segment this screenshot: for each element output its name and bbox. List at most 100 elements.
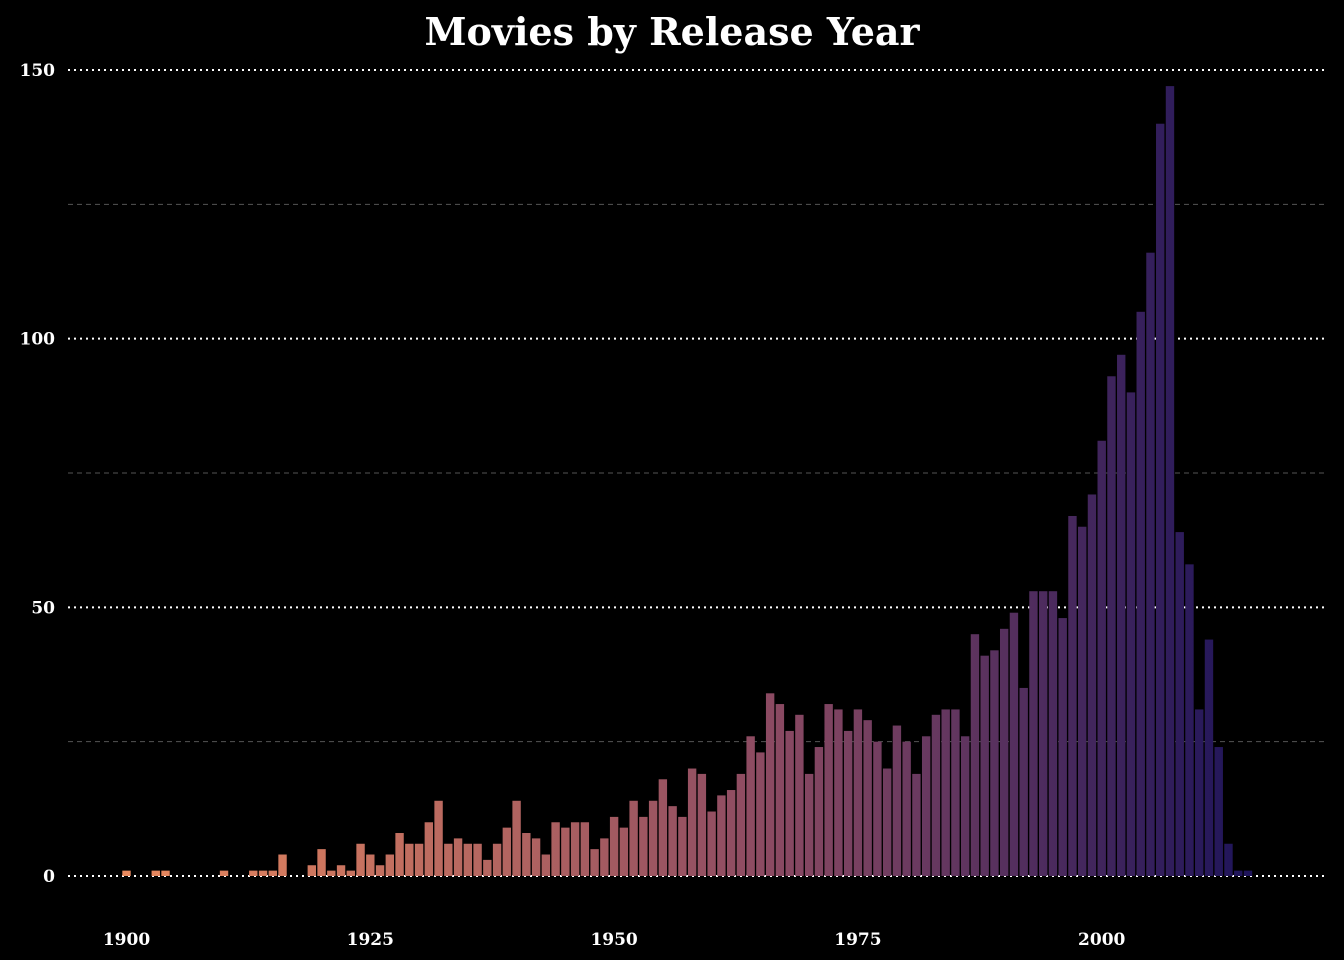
bar-1971	[814, 747, 824, 876]
bar-1937	[483, 859, 492, 876]
bar-1923	[346, 870, 355, 876]
bars	[122, 86, 1253, 877]
bar-1952	[629, 800, 638, 876]
bar-1950	[609, 816, 619, 876]
bar-1960	[707, 811, 716, 876]
bar-1970	[804, 773, 814, 876]
bar-1924	[356, 843, 365, 876]
bar-1983	[931, 714, 941, 876]
y-tick-label: 50	[31, 598, 55, 618]
bar-1954	[648, 800, 658, 876]
bar-2009	[1185, 564, 1194, 876]
bar-2003	[1126, 392, 1136, 876]
bar-1963	[736, 773, 746, 876]
bar-1913	[249, 870, 258, 876]
bar-2010	[1195, 709, 1204, 876]
bar-1994	[1039, 591, 1048, 876]
y-tick-label: 150	[20, 61, 56, 81]
bar-1995	[1048, 591, 1058, 876]
bar-1987	[970, 634, 980, 876]
bar-1927	[385, 854, 395, 876]
bar-1928	[395, 833, 404, 876]
bar-1919	[307, 865, 316, 876]
bar-1910	[219, 870, 229, 876]
bar-1916	[278, 854, 287, 876]
bar-1946	[570, 822, 580, 876]
bar-1972	[824, 704, 833, 876]
x-tick-label: 2000	[1078, 930, 1125, 950]
bar-1996	[1058, 618, 1067, 876]
bar-1944	[551, 822, 560, 876]
bar-2013	[1224, 843, 1233, 876]
bar-1990	[999, 628, 1009, 876]
bar-1965	[756, 752, 765, 876]
y-tick-label: 100	[20, 330, 56, 350]
bar-2008	[1175, 532, 1184, 876]
bar-1991	[1009, 612, 1019, 876]
bar-1976	[863, 720, 872, 876]
bar-1974	[843, 730, 853, 876]
bar-1948	[590, 849, 599, 876]
bar-1956	[668, 806, 677, 876]
bar-1945	[561, 827, 570, 876]
bar-2005	[1146, 252, 1155, 876]
bar-1964	[746, 736, 755, 876]
bar-1966	[765, 693, 775, 876]
bar-2015	[1243, 870, 1253, 876]
bar-1999	[1087, 494, 1097, 876]
bar-1978	[882, 768, 892, 876]
bar-2001	[1107, 376, 1116, 876]
x-tick-label: 1975	[834, 930, 881, 950]
bar-1939	[502, 827, 512, 876]
bar-1957	[678, 816, 687, 876]
x-axis-ticks: 1900 1925 1950 1975 2000	[103, 930, 1126, 950]
bar-1926	[375, 865, 385, 876]
bar-1929	[405, 843, 414, 876]
bar-1958	[687, 768, 697, 876]
bar-1977	[873, 741, 882, 876]
bar-1940	[512, 800, 521, 876]
bar-1998	[1078, 526, 1087, 876]
bar-2012	[1214, 747, 1223, 876]
bar-1979	[892, 725, 902, 876]
bar-1962	[726, 790, 736, 876]
bar-1921	[327, 870, 336, 876]
bar-2002	[1117, 354, 1126, 876]
bar-1973	[834, 709, 843, 876]
bar-1947	[580, 822, 590, 876]
bar-2006	[1156, 123, 1165, 877]
bar-1941	[522, 833, 531, 876]
bar-2000	[1097, 440, 1106, 876]
bar-1997	[1068, 515, 1077, 876]
bar-1935	[463, 843, 473, 876]
bar-2011	[1204, 639, 1214, 876]
bar-1936	[473, 843, 482, 876]
bar-1992	[1019, 687, 1028, 876]
bar-1938	[492, 843, 502, 876]
bar-1985	[951, 709, 960, 876]
bar-1931	[424, 822, 434, 876]
x-tick-label: 1900	[103, 930, 150, 950]
bar-1922	[336, 865, 346, 876]
bar-1932	[434, 800, 443, 876]
bar-1986	[960, 736, 970, 876]
bar-2007	[1165, 86, 1175, 877]
x-tick-label: 1925	[347, 930, 394, 950]
bar-1942	[531, 838, 541, 876]
bar-1988	[980, 655, 989, 876]
bar-2014	[1234, 870, 1243, 876]
bar-1989	[990, 650, 999, 876]
bar-1949	[600, 838, 609, 876]
y-axis-ticks: 0 50 100 150	[20, 61, 56, 887]
y-tick-label: 0	[43, 867, 55, 887]
bar-1969	[795, 714, 804, 876]
bar-1968	[785, 730, 794, 876]
x-tick-label: 1950	[590, 930, 637, 950]
bar-1953	[639, 816, 648, 876]
grid-lines	[68, 69, 1326, 877]
bar-1967	[775, 704, 785, 876]
bar-2004	[1136, 311, 1145, 876]
bar-1975	[853, 709, 863, 876]
